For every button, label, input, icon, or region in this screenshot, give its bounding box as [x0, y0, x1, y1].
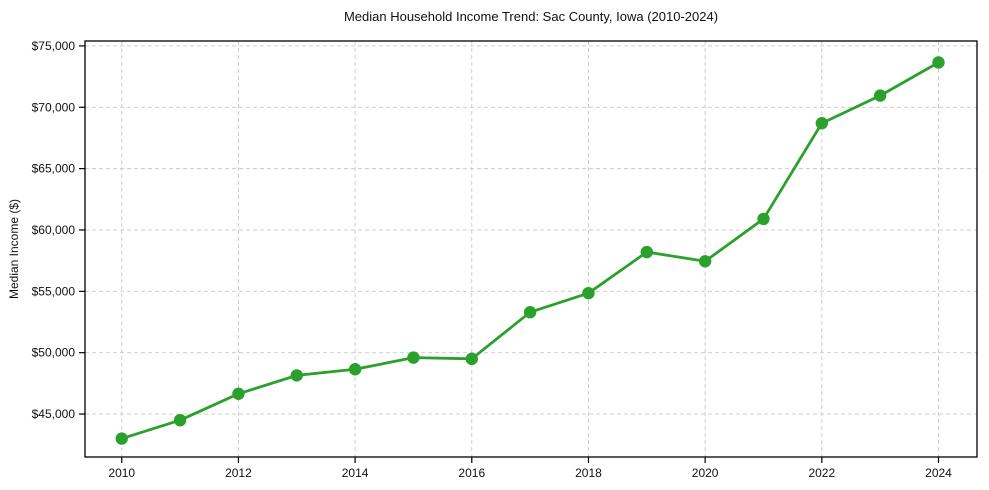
y-tick-label: $60,000 [32, 223, 76, 237]
y-tick-label: $45,000 [32, 407, 76, 421]
y-tick-label: $65,000 [32, 162, 76, 176]
data-point-2011 [173, 413, 187, 427]
data-point-2014 [348, 363, 362, 376]
data-point-2024 [932, 56, 945, 69]
data-point-2021 [757, 212, 770, 226]
x-tick-label: 2018 [575, 466, 602, 480]
data-point-2018 [582, 286, 595, 300]
x-tick-label: 2020 [692, 466, 719, 480]
y-tick-label: $70,000 [32, 100, 76, 114]
x-tick-label: 2014 [342, 466, 369, 480]
x-tick-label: 2022 [808, 466, 835, 480]
data-point-2013 [290, 369, 303, 382]
x-tick-label: 2016 [458, 466, 485, 480]
y-tick-label: $50,000 [32, 346, 76, 360]
data-point-2012 [232, 387, 245, 401]
chart-title: Median Household Income Trend: Sac Count… [343, 9, 719, 24]
data-point-2019 [640, 245, 654, 259]
data-point-2015 [407, 351, 420, 364]
axes-border [84, 40, 978, 458]
data-point-2017 [523, 305, 537, 319]
x-tick-label: 2010 [108, 466, 135, 480]
x-tick-label: 2012 [225, 466, 252, 480]
data-point-2016 [465, 352, 478, 366]
y-tick-label: $55,000 [32, 284, 76, 298]
data-point-2023 [873, 89, 887, 102]
data-point-2020 [698, 255, 712, 268]
y-tick-label: $75,000 [32, 39, 76, 53]
data-point-2010 [115, 432, 128, 445]
data-point-2022 [815, 117, 829, 130]
y-axis-label: Median Income ($) [7, 198, 21, 300]
x-tick-label: 2024 [925, 466, 952, 480]
